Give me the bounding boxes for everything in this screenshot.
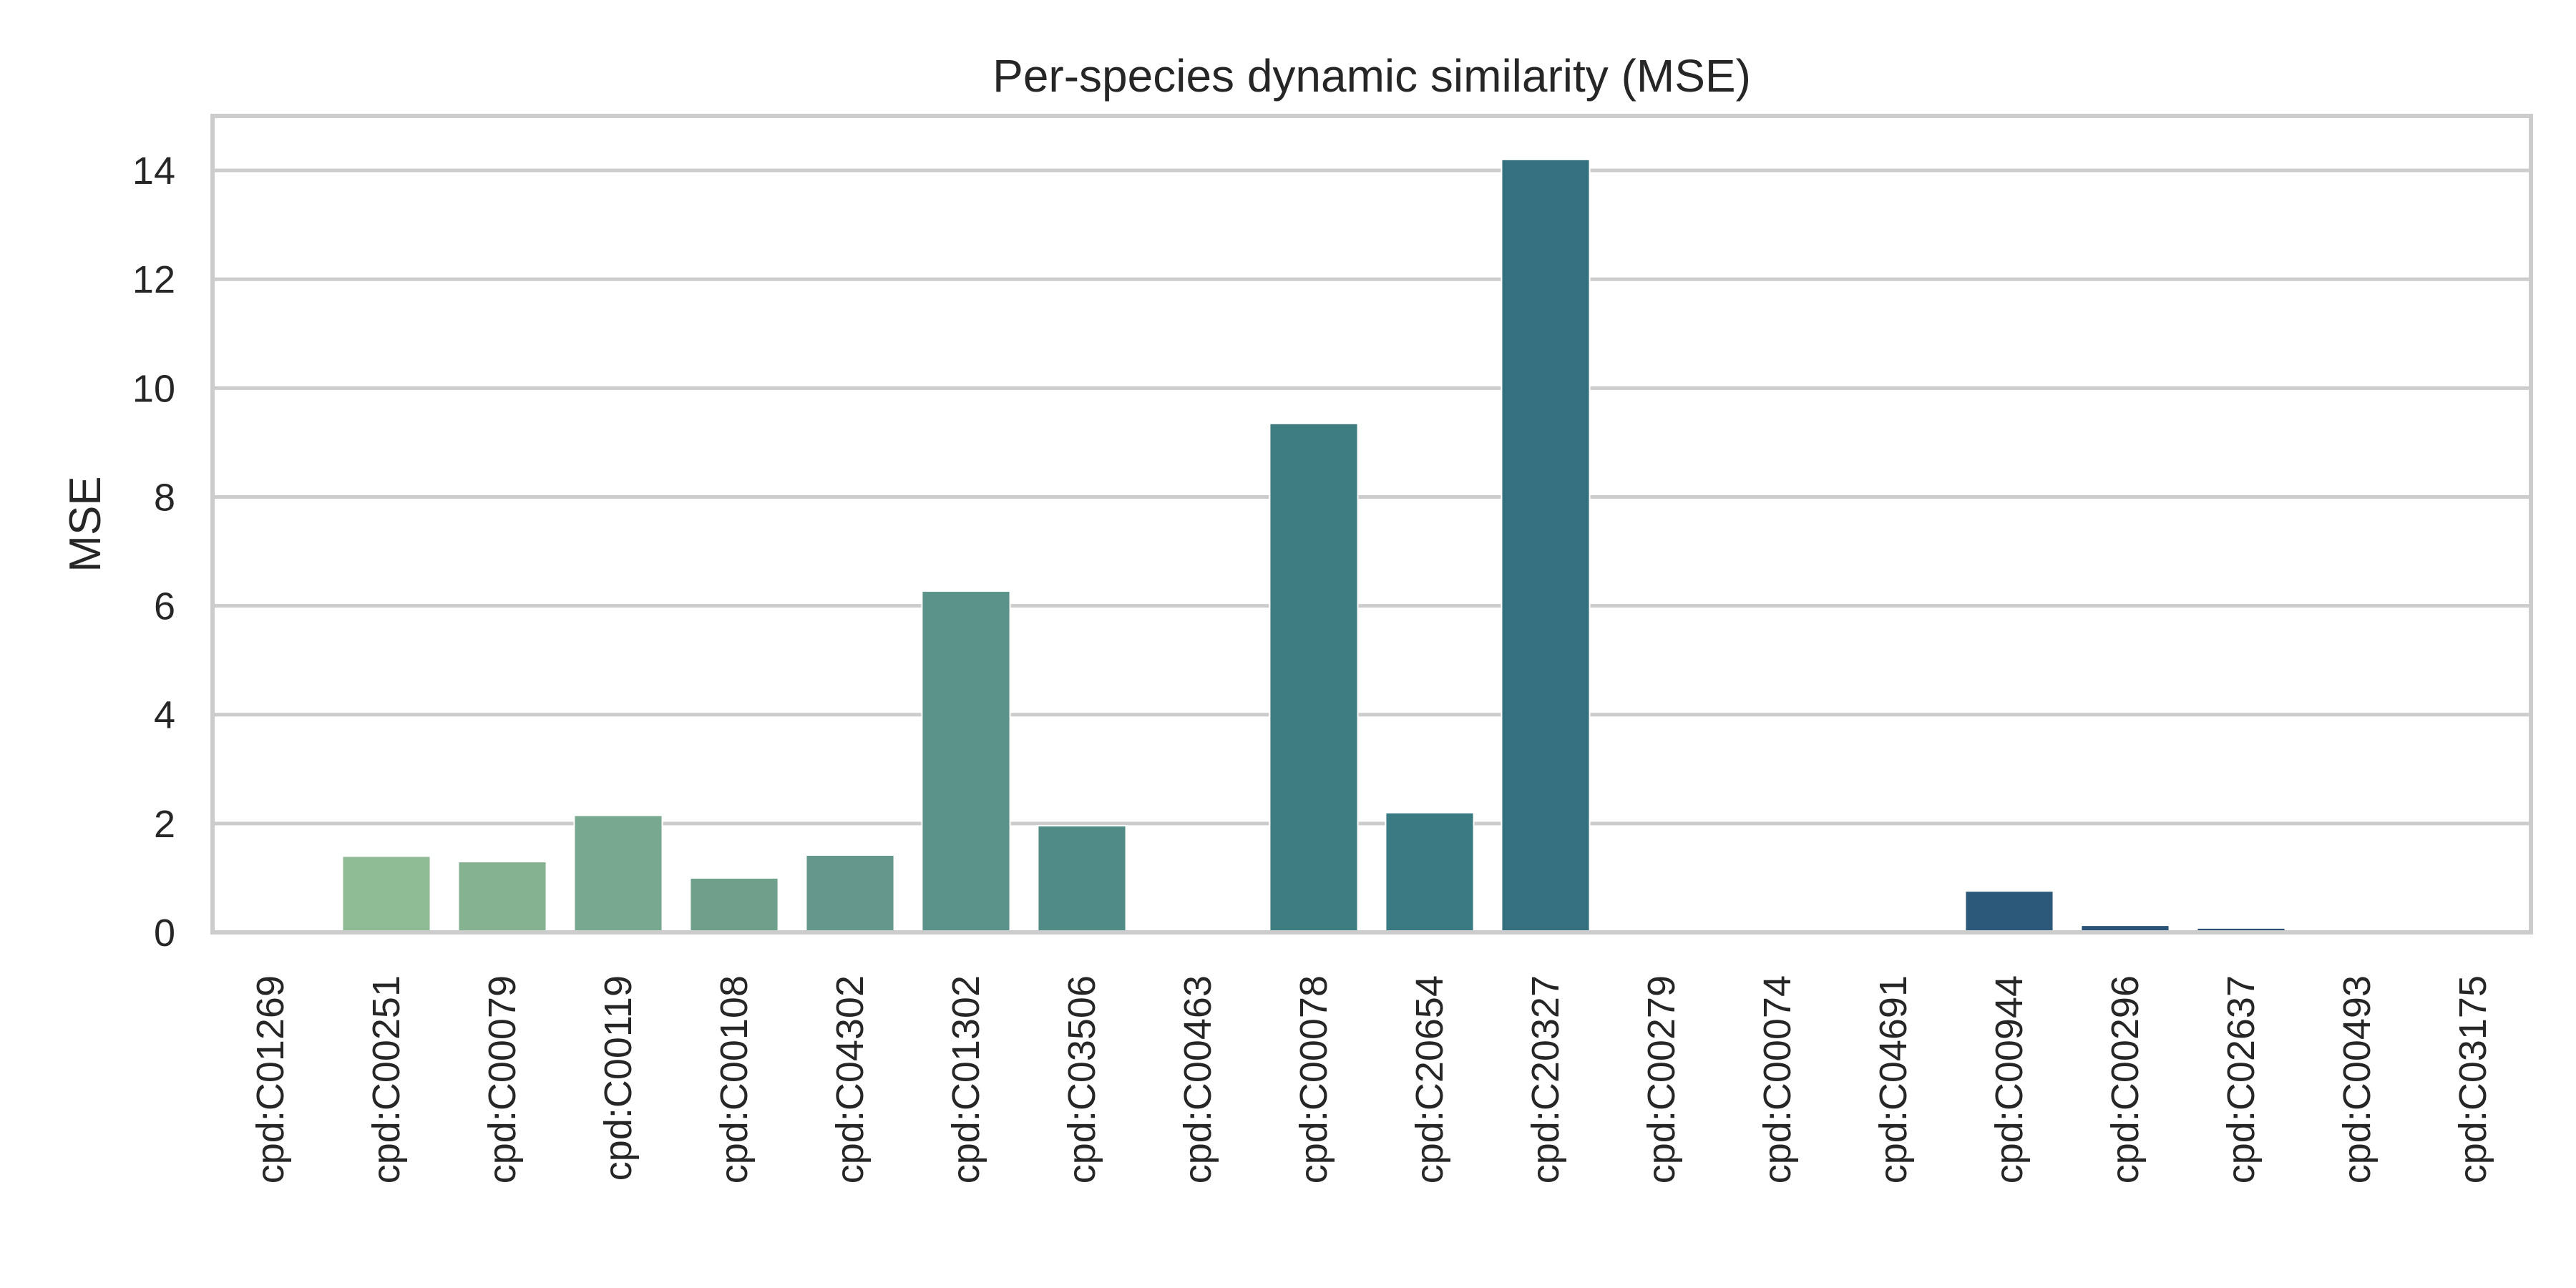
y-tick-label: 4 — [154, 694, 175, 737]
x-tick-label: cpd:C00493 — [2336, 975, 2379, 1184]
bar-cpd-c20327 — [1501, 158, 1591, 933]
y-tick-label: 12 — [132, 258, 175, 301]
bar-cpd-c04302 — [805, 854, 895, 934]
x-tick-label: cpd:C00078 — [1292, 975, 1335, 1184]
y-tick-labels: 0 2 4 6 8 10 12 14 — [132, 150, 175, 955]
y-tick-label: 10 — [132, 367, 175, 410]
plot-frame — [210, 114, 2533, 935]
x-tick-label: cpd:C00119 — [597, 975, 640, 1181]
x-tick-label: cpd:C00108 — [713, 975, 756, 1184]
y-tick-label: 0 — [154, 912, 175, 955]
x-tick-label: cpd:C04691 — [1872, 975, 1915, 1184]
bars — [341, 158, 2286, 934]
y-axis-label: MSE — [61, 476, 110, 572]
bar-cpd-c00119 — [573, 814, 663, 933]
x-tick-label: cpd:C00074 — [1756, 975, 1799, 1184]
bar-cpd-c00108 — [689, 877, 779, 934]
x-tick-label: cpd:C20654 — [1408, 975, 1451, 1184]
bar-cpd-c03506 — [1037, 824, 1127, 933]
bar-cpd-c20654 — [1385, 811, 1475, 933]
x-tick-label: cpd:C01269 — [249, 975, 292, 1184]
bar-cpd-c00078 — [1269, 422, 1359, 933]
bar-cpd-c00944 — [1964, 890, 2054, 933]
x-tick-label: cpd:C01302 — [945, 975, 987, 1184]
x-tick-label: cpd:C00279 — [1640, 975, 1683, 1184]
x-tick-label: cpd:C04302 — [829, 975, 872, 1184]
x-tick-label: cpd:C00251 — [365, 975, 408, 1184]
bar-cpd-c01302 — [921, 590, 1011, 933]
x-tick-label: cpd:C03506 — [1060, 975, 1103, 1184]
x-tick-label: cpd:C20327 — [1524, 975, 1567, 1184]
y-tick-label: 6 — [154, 585, 175, 628]
y-tick-label: 2 — [154, 803, 175, 846]
x-tick-label: cpd:C03175 — [2451, 975, 2494, 1184]
grid-lines — [213, 168, 2531, 935]
x-tick-labels: cpd:C01269 cpd:C00251 cpd:C00079 cpd:C00119… — [249, 975, 2494, 1184]
bar-cpd-c00251 — [341, 855, 431, 934]
x-tick-label: cpd:C02637 — [2220, 975, 2263, 1184]
y-tick-label: 14 — [132, 150, 175, 192]
bar-cpd-c00079 — [457, 861, 547, 933]
x-tick-label: cpd:C00079 — [481, 975, 524, 1184]
x-tick-label: cpd:C00296 — [2104, 975, 2147, 1184]
chart-title: Per-species dynamic similarity (MSE) — [992, 50, 1751, 102]
y-tick-label: 8 — [154, 476, 175, 519]
x-tick-label: cpd:C00463 — [1176, 975, 1219, 1184]
x-tick-label: cpd:C00944 — [1988, 975, 2031, 1184]
